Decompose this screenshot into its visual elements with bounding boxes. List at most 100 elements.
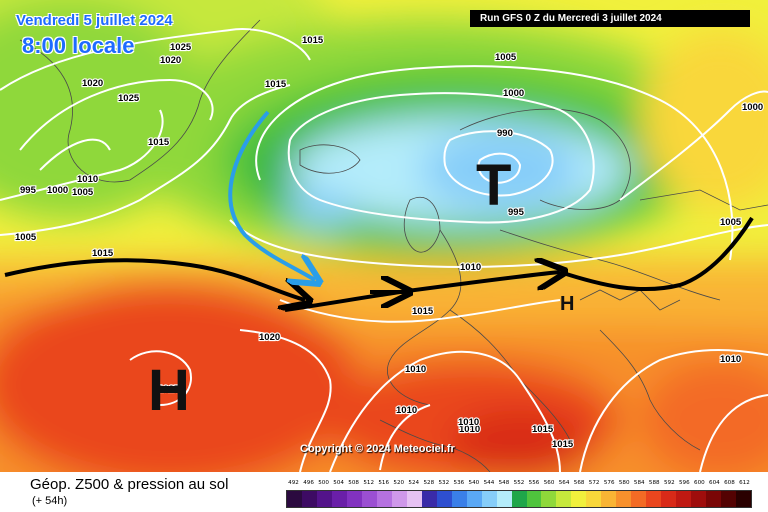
legend-swatch xyxy=(571,491,587,507)
legend-swatch xyxy=(526,491,542,507)
legend-swatch xyxy=(481,491,497,507)
isobar-label: 1010 xyxy=(405,364,426,375)
legend-value: 500 xyxy=(318,480,329,486)
run-banner: Run GFS 0 Z du Mercredi 3 juillet 2024 xyxy=(470,10,750,27)
legend-value: 572 xyxy=(588,480,600,486)
isobar-label: 1010 xyxy=(460,262,481,273)
legend-value: 548 xyxy=(498,480,510,486)
legend-value: 516 xyxy=(378,480,390,486)
legend-value: 556 xyxy=(528,480,540,486)
isobar-label: 1010 xyxy=(77,174,98,185)
forecast-date: Vendredi 5 juillet 2024 xyxy=(16,12,173,29)
legend-value: 576 xyxy=(603,480,615,486)
legend-swatch xyxy=(601,491,617,507)
legend-swatch xyxy=(541,491,557,507)
legend-swatch xyxy=(287,491,302,507)
map-title: Géop. Z500 & pression au sol xyxy=(30,476,229,493)
legend-swatch xyxy=(706,491,722,507)
isobar-label: 990 xyxy=(497,128,513,139)
legend-value: 504 xyxy=(333,480,344,486)
legend-value: 596 xyxy=(678,480,690,486)
legend-swatch xyxy=(406,491,422,507)
legend-swatch xyxy=(316,491,332,507)
forecast-map: 1025 1020 1015 1020 1025 1015 1015 995 1000 1005 1… xyxy=(0,0,768,472)
isobar-label: 1005 xyxy=(72,187,94,198)
isobar-label: 1015 xyxy=(265,79,287,90)
legend-swatch xyxy=(721,491,737,507)
isobar-label: 995 xyxy=(508,207,525,218)
legend-value: 524 xyxy=(408,480,420,486)
isobar-label: 1000 xyxy=(503,88,524,99)
legend-value: 584 xyxy=(633,480,645,486)
isobar-label: 1025 xyxy=(170,42,192,53)
legend-swatch xyxy=(346,491,362,507)
legend-value: 512 xyxy=(363,480,375,486)
isobar-label: 1010 xyxy=(396,405,417,416)
legend-value: 508 xyxy=(348,480,359,486)
legend-value: 552 xyxy=(513,480,525,486)
legend-value: 560 xyxy=(543,480,555,486)
legend-value: 492 xyxy=(288,480,299,486)
legend-swatch xyxy=(361,491,377,507)
isobar-label: 1015 xyxy=(552,439,574,450)
legend-swatch xyxy=(691,491,707,507)
legend-value: 520 xyxy=(393,480,405,486)
legend-value: 612 xyxy=(739,480,750,486)
isobar-labels: 1025 1020 1015 1020 1025 1015 1015 995 1000 1005 1… xyxy=(14,34,764,451)
isobar-label: 1015 xyxy=(532,424,554,435)
high-pressure-letter: H xyxy=(148,358,190,423)
legend-swatch xyxy=(301,491,317,507)
legend-value: 568 xyxy=(573,480,585,486)
forecast-time: 8:00 locale xyxy=(22,33,135,58)
isobar-label: 1020 xyxy=(160,55,181,66)
legend-swatch xyxy=(676,491,692,507)
isobar-label: 1015 xyxy=(148,137,170,148)
legend-scale-labels: 492 496 500 504 508 512 516 520 524 528 532 536 540 5… xyxy=(286,480,752,488)
pressure-center-low: T xyxy=(476,153,511,218)
isobar-label: 995 xyxy=(20,185,37,196)
isobar-label: 1000 xyxy=(47,185,68,196)
isobar-label: 1005 xyxy=(495,52,517,63)
legend-value: 604 xyxy=(709,480,720,486)
legend-value: 532 xyxy=(438,480,450,486)
legend-swatch xyxy=(466,491,482,507)
legend-swatch xyxy=(451,491,467,507)
copyright-notice: Copyright © 2024 Meteociel.fr xyxy=(300,443,455,455)
legend-value: 528 xyxy=(423,480,435,486)
legend-value: 600 xyxy=(694,480,705,486)
isobar-label: 1005 xyxy=(720,217,742,228)
isobar-label: 1025 xyxy=(158,384,180,395)
legend-swatch xyxy=(616,491,632,507)
legend-value: 496 xyxy=(303,480,314,486)
high-pressure-letter-small: H xyxy=(560,293,574,315)
isobar-label: 1020 xyxy=(82,78,103,89)
trough-arrow xyxy=(4,216,754,312)
legend-swatch xyxy=(391,491,407,507)
isobar-label: 1020 xyxy=(259,332,280,343)
legend-swatch xyxy=(421,491,437,507)
pressure-center-high-alps: H xyxy=(560,293,574,315)
isobar-label: 1010 xyxy=(720,354,741,365)
legend-value: 540 xyxy=(468,480,480,486)
forecast-lead: (+ 54h) xyxy=(32,495,68,507)
legend-value: 580 xyxy=(618,480,630,486)
isobar-label: 1015 xyxy=(302,35,324,46)
low-pressure-letter: T xyxy=(476,153,511,218)
isobar-label: 1010 xyxy=(458,417,479,428)
isobar-label: 1015 xyxy=(412,306,434,317)
legend-swatch xyxy=(496,491,512,507)
legend-swatch xyxy=(511,491,527,507)
pressure-center-high-atlantic: H xyxy=(148,358,190,423)
cold-air-arrow xyxy=(228,110,315,280)
geopotential-field xyxy=(0,0,768,472)
legend-swatch xyxy=(646,491,662,507)
legend-swatch xyxy=(436,491,452,507)
map-canvas: 1025 1020 1015 1020 1025 1015 1015 995 1000 1005 1… xyxy=(0,0,768,472)
isobar-label: 1015 xyxy=(92,248,114,259)
isobar-label: 1010 xyxy=(459,424,480,435)
legend-swatch xyxy=(556,491,572,507)
isobars xyxy=(0,28,768,472)
legend-value: 608 xyxy=(724,480,735,486)
isobar-label: 1005 xyxy=(15,232,37,243)
isobar-label: 1000 xyxy=(742,102,763,113)
